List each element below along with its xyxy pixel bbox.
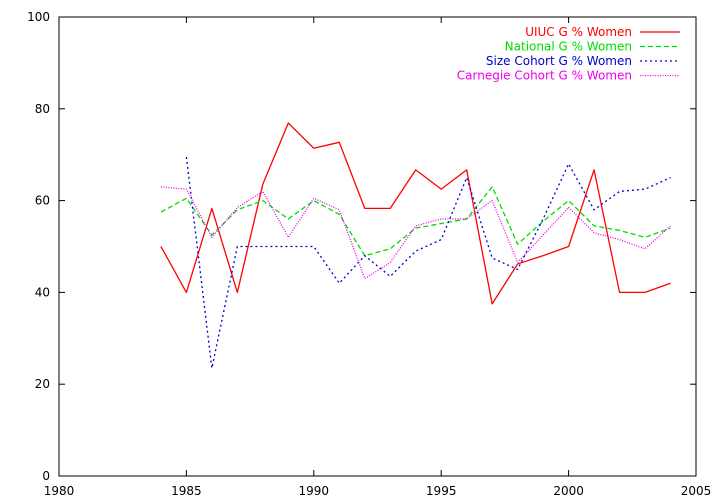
x-tick-label: 1985: [171, 484, 202, 498]
series-line-1: [160, 122, 671, 305]
legend-label-2: National G % Women: [505, 40, 632, 54]
legend-label-1: UIUC G % Women: [525, 25, 632, 39]
y-tick-label: 80: [35, 102, 50, 116]
y-tick-label: 0: [42, 469, 50, 483]
y-tick-label: 40: [35, 285, 50, 299]
series-layer: [160, 122, 671, 369]
y-tick-label: 100: [27, 10, 50, 24]
legend-label-4: Carnegie Cohort G % Women: [457, 69, 632, 83]
series-line-2: [160, 186, 671, 257]
plot-frame: [58, 16, 697, 477]
series-line-4: [160, 186, 671, 280]
y-tick-label: 20: [35, 377, 50, 391]
series-line-3: [185, 156, 671, 369]
x-tick-label: 2000: [553, 484, 584, 498]
y-tick-label: 60: [35, 194, 50, 208]
x-tick-label: 1990: [299, 484, 330, 498]
x-tick-label: 1995: [426, 484, 457, 498]
axis-ticks: 1980 1985 1990 1995 2000 2005 0 20 40 60 80 100: [27, 10, 711, 498]
x-tick-label: 1980: [44, 484, 75, 498]
x-tick-label: 2005: [681, 484, 712, 498]
legend-label-3: Size Cohort G % Women: [486, 54, 632, 68]
